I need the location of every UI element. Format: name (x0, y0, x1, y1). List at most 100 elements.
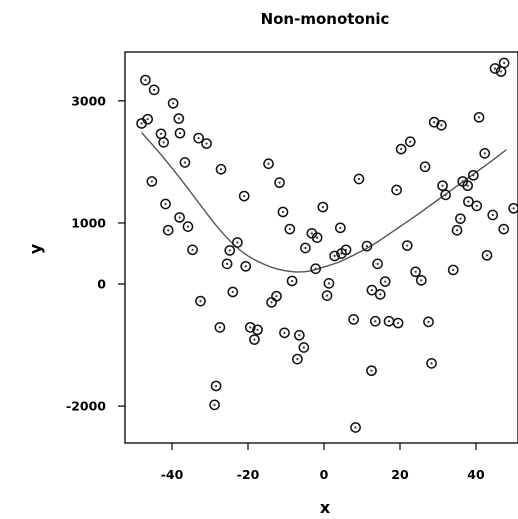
data-point (167, 97, 179, 109)
data-point (286, 275, 298, 287)
data-point (479, 148, 491, 159)
data-point (489, 63, 501, 74)
data-point (158, 137, 169, 148)
data-point (350, 422, 361, 433)
data-point (473, 111, 485, 123)
data-point (232, 237, 243, 248)
data-point (395, 143, 407, 155)
data-point (383, 315, 395, 327)
plot-frame (124, 51, 518, 444)
data-point (323, 278, 335, 289)
x-tick-label: -20 (237, 467, 260, 482)
data-point (404, 136, 416, 148)
data-point (221, 258, 233, 270)
data-point (391, 184, 402, 196)
data-point (244, 321, 256, 333)
data-point (321, 290, 333, 301)
data-point (210, 380, 222, 392)
data-point (401, 240, 413, 251)
data-point (361, 240, 373, 252)
x-tick-label: -40 (161, 467, 184, 482)
data-point (173, 113, 185, 124)
data-point (436, 119, 447, 131)
data-point (423, 316, 434, 328)
y-axis: -2000 0 1000 3000 (66, 93, 125, 414)
data-point (224, 245, 236, 256)
data-point (263, 158, 274, 170)
data-point (292, 353, 303, 365)
data-point (182, 221, 194, 232)
data-point (317, 201, 329, 213)
data-point (266, 296, 277, 308)
data-point (148, 84, 160, 96)
data-point (174, 212, 185, 223)
data-point (271, 290, 282, 302)
y-tick-label: 1000 (71, 215, 106, 230)
data-point (142, 113, 154, 125)
y-tick-label: -2000 (66, 399, 106, 414)
y-axis-label: y (26, 243, 45, 254)
data-point (455, 213, 466, 225)
x-axis: -40 -20 0 20 40 (161, 443, 485, 482)
data-point (293, 329, 305, 341)
data-point (187, 244, 198, 256)
data-point (277, 206, 289, 218)
data-point (447, 264, 459, 276)
data-point (467, 169, 479, 181)
data-point (311, 232, 323, 243)
data-point (366, 365, 377, 377)
data-point (353, 173, 365, 185)
data-point (174, 127, 186, 139)
data-point (428, 116, 440, 128)
data-point (252, 324, 263, 336)
data-point (209, 399, 220, 411)
data-point (195, 295, 206, 307)
data-point (374, 289, 386, 300)
data-point (274, 177, 285, 189)
data-point (481, 249, 493, 261)
data-point (487, 209, 499, 221)
data-point (508, 202, 518, 214)
chart-title: Non-monotonic (261, 10, 390, 28)
data-point (240, 260, 252, 272)
data-point (471, 200, 483, 212)
data-point (201, 138, 212, 149)
data-point (463, 196, 474, 207)
data-point (249, 334, 260, 345)
data-point (462, 180, 473, 192)
data-point (369, 315, 381, 327)
data-point (366, 284, 378, 296)
data-point (415, 274, 427, 286)
data-point (298, 342, 310, 353)
data-point (340, 244, 352, 256)
data-point (279, 327, 290, 339)
data-point (440, 189, 451, 201)
data-point (155, 128, 167, 140)
data-point (160, 198, 171, 210)
data-point (300, 242, 311, 254)
data-point (379, 276, 391, 287)
data-point (410, 266, 421, 278)
x-axis-label: x (320, 498, 331, 517)
data-point (284, 223, 296, 235)
data-point (140, 74, 151, 86)
data-point (214, 321, 226, 333)
data-point (498, 223, 510, 235)
data-point (334, 222, 346, 234)
data-point (179, 157, 191, 168)
data-points (136, 57, 518, 433)
data-point (146, 176, 158, 187)
data-point (310, 263, 321, 275)
x-tick-label: 0 (320, 467, 329, 482)
x-tick-label: 20 (391, 467, 409, 482)
data-point (451, 224, 463, 236)
data-point (227, 286, 239, 298)
data-point (426, 358, 437, 369)
x-tick-label: 40 (467, 467, 485, 482)
data-point (215, 163, 227, 175)
data-point (372, 258, 383, 270)
data-point (419, 161, 431, 173)
data-point (162, 224, 174, 236)
data-point (392, 317, 404, 329)
